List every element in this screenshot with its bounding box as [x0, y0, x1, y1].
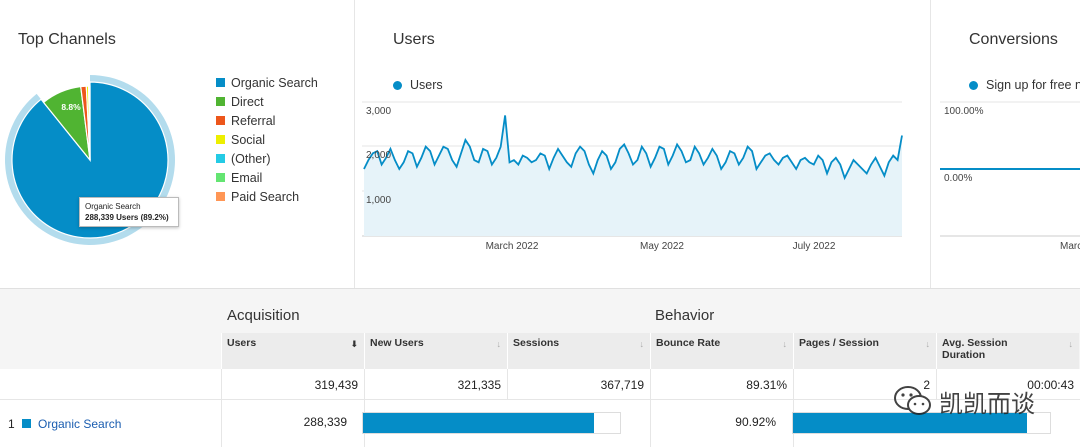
legend-label: Email [231, 170, 263, 185]
total-sessions: 367,719 [507, 369, 650, 399]
totals-label-cell [0, 369, 221, 399]
top-channels-pie[interactable]: 8.8% [0, 70, 200, 255]
sessions-bar-fill [363, 413, 595, 433]
total-new-users: 321,335 [364, 369, 507, 399]
column-header-sessions[interactable]: Sessions ↓ [507, 333, 650, 369]
legend-item-paid-search[interactable]: Paid Search [216, 187, 318, 206]
tooltip-channel: Organic Search [85, 202, 141, 211]
y-tick: 3,000 [366, 106, 391, 117]
conversions-title: Conversions [969, 31, 1058, 48]
legend-item-other[interactable]: (Other) [216, 149, 318, 168]
total-avg-session-duration: 00:00:43 [936, 369, 1080, 399]
row-index: 1 [8, 417, 15, 431]
legend-label: Referral [231, 113, 276, 128]
legend-label: Paid Search [231, 189, 300, 204]
legend-label: Social [231, 132, 266, 147]
users-legend-label: Users [410, 78, 443, 92]
panel-divider [930, 0, 931, 288]
channel-color-swatch [22, 419, 31, 428]
legend-item-social[interactable]: Social [216, 130, 318, 149]
column-label: New Users [370, 337, 424, 349]
watermark: 凯凯而谈 [893, 378, 1053, 424]
x-tick: July 2022 [793, 241, 836, 252]
legend-item-organic-search[interactable]: Organic Search [216, 73, 318, 92]
top-channels-title: Top Channels [18, 31, 116, 48]
users-legend[interactable]: Users [393, 78, 443, 92]
pie-tooltip: Organic Search 288,339 Users (89.2%) [79, 197, 179, 227]
acquisition-group-title: Acquisition [227, 307, 300, 324]
column-label: Avg. Session [942, 337, 1008, 349]
legend-label: Organic Search [231, 75, 318, 90]
sort-icon[interactable]: ↓ [925, 339, 931, 349]
legend-swatch [216, 78, 225, 87]
users-series-area [364, 115, 902, 236]
legend-swatch [216, 135, 225, 144]
conversions-legend-label: Sign up for free n [986, 78, 1080, 92]
row-bounce-rate: 90.92% [650, 399, 793, 447]
watermark-text: 凯凯而谈 [939, 389, 1035, 418]
total-users: 319,439 [221, 369, 364, 399]
tooltip-value: 288,339 Users (89.2%) [85, 213, 169, 222]
legend-item-direct[interactable]: Direct [216, 92, 318, 111]
y-tick: 1,000 [366, 195, 391, 206]
channel-link-organic-search[interactable]: Organic Search [38, 417, 122, 431]
row-users: 288,339 [221, 399, 364, 447]
sort-icon[interactable]: ↓ [496, 339, 502, 349]
column-header-avg-session-duration[interactable]: Avg. Session Duration ↓ [936, 333, 1079, 369]
panel-divider [354, 0, 355, 288]
legend-swatch [216, 192, 225, 201]
top-channels-legend: Organic Search Direct Referral Social (O… [216, 73, 318, 206]
legend-swatch [216, 116, 225, 125]
column-label: Pages / Session [799, 337, 879, 349]
pie-slice-label: 8.8% [61, 102, 81, 112]
column-header-bounce-rate[interactable]: Bounce Rate ↓ [650, 333, 793, 369]
legend-swatch [216, 173, 225, 182]
legend-label: Direct [231, 94, 264, 109]
sort-desc-icon[interactable]: ⬇ [350, 339, 358, 349]
behavior-group-title: Behavior [655, 307, 715, 324]
sort-icon[interactable]: ↓ [782, 339, 788, 349]
x-tick: Marc [1060, 241, 1080, 252]
legend-swatch [216, 154, 225, 163]
legend-label: (Other) [231, 151, 271, 166]
table-row: 1 Organic Search [0, 399, 221, 447]
users-title: Users [393, 31, 435, 48]
legend-item-email[interactable]: Email [216, 168, 318, 187]
total-bounce-rate: 89.31% [650, 369, 793, 399]
legend-dot-icon [393, 80, 402, 90]
sort-icon[interactable]: ↓ [1068, 339, 1074, 349]
legend-item-referral[interactable]: Referral [216, 111, 318, 130]
y-tick: 0.00% [944, 173, 972, 184]
wechat-icon [894, 386, 931, 415]
conversions-line-chart[interactable]: 100.00% 0.00% Marc [940, 100, 1080, 260]
legend-swatch [216, 97, 225, 106]
column-header-users[interactable]: Users ⬇ [221, 333, 364, 369]
y-tick: 2,000 [366, 150, 391, 161]
column-label: Bounce Rate [656, 337, 721, 349]
x-tick: March 2022 [486, 241, 539, 252]
sessions-bar [362, 412, 621, 434]
sort-icon[interactable]: ↓ [639, 339, 645, 349]
column-header-new-users[interactable]: New Users ↓ [364, 333, 507, 369]
x-tick: May 2022 [640, 241, 684, 252]
y-tick: 100.00% [944, 106, 984, 117]
bounce-rate-bar-fill [793, 413, 1027, 433]
column-label: Users [227, 337, 257, 349]
users-line-chart[interactable]: 3,000 2,000 1,000 March 2022 May 2022 Ju… [362, 100, 907, 260]
column-header-pages-session[interactable]: Pages / Session ↓ [793, 333, 936, 369]
bounce-rate-bar [792, 412, 1051, 434]
column-label: Sessions [513, 337, 560, 349]
users-series-line [363, 115, 903, 181]
conversions-legend[interactable]: Sign up for free n [969, 78, 1080, 92]
legend-dot-icon [969, 80, 978, 90]
column-label: Duration [942, 349, 986, 361]
